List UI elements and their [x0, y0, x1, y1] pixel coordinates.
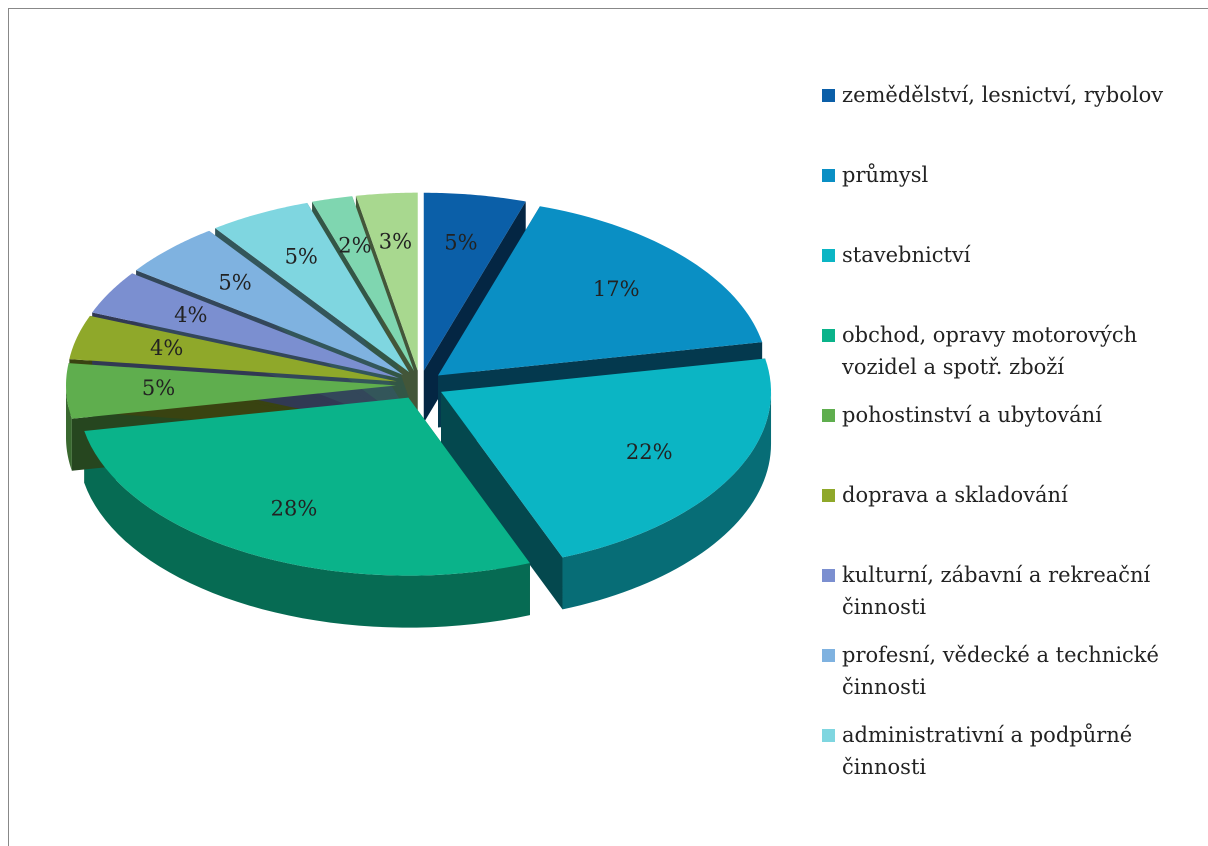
- slice-side: [84, 430, 530, 628]
- data-label: 5%: [142, 376, 175, 400]
- slice-face: [441, 391, 563, 610]
- legend-swatch: [822, 649, 835, 662]
- legend-item: obchod, opravy motorových vozidel a spot…: [822, 319, 1197, 383]
- legend-swatch: [822, 569, 835, 582]
- data-labels: 5% 17% 22% 28% 5% 4% 4% 5% 5% 2% 3%: [142, 230, 673, 521]
- legend-item: stavebnictví: [822, 239, 1197, 271]
- data-label: 3%: [379, 230, 412, 254]
- data-label: 4%: [174, 303, 207, 327]
- legend-swatch: [822, 329, 835, 342]
- legend-item: zemědělství, lesnictví, rybolov: [822, 79, 1197, 111]
- data-label: 5%: [218, 271, 251, 295]
- pie-slice: [441, 358, 771, 558]
- legend-item: pohostinství a ubytování: [822, 399, 1197, 431]
- pie-slice: [66, 363, 397, 419]
- legend-label: stavebnictví: [842, 243, 971, 267]
- data-label: 4%: [150, 336, 183, 360]
- legend-label: zemědělství, lesnictví, rybolov: [842, 83, 1164, 107]
- pie-slice: [438, 206, 763, 376]
- chart-frame: [8, 8, 1208, 846]
- legend-item: profesní, vědecké a technické činnosti: [822, 639, 1197, 703]
- legend-label: profesní, vědecké a technické činnosti: [842, 643, 1159, 699]
- legend-label: obchod, opravy motorových vozidel a spot…: [842, 323, 1138, 379]
- pie-slice: [312, 196, 415, 372]
- chart: 5% 17% 22% 28% 5% 4% 4% 5% 5% 2% 3%: [66, 192, 772, 628]
- slice-tops: [66, 192, 771, 576]
- legend-item: průmysl: [822, 159, 1197, 191]
- legend-swatch: [822, 249, 835, 262]
- data-label: 28%: [271, 496, 318, 520]
- pie-slice: [355, 192, 418, 371]
- legend-swatch: [822, 169, 835, 182]
- data-label: 5%: [444, 231, 477, 255]
- data-label: 2%: [338, 233, 371, 257]
- pie-slice: [215, 202, 410, 373]
- legend-item: kulturní, zábavní a rekreační činnosti: [822, 559, 1197, 623]
- legend-item: doprava a skladování: [822, 479, 1197, 511]
- pie-slice: [136, 230, 404, 375]
- legend-swatch: [822, 489, 835, 502]
- pie-slice: [69, 315, 397, 382]
- legend-label: administrativní a podpůrné činnosti: [842, 723, 1133, 779]
- pie-slice: [84, 397, 530, 576]
- legend-item: administrativní a podpůrné činnosti: [822, 719, 1197, 783]
- slice-side: [562, 391, 772, 610]
- legend-label: pohostinství a ubytování: [842, 403, 1102, 427]
- legend-label: kulturní, zábavní a rekreační činnosti: [842, 563, 1151, 619]
- data-label: 22%: [626, 440, 673, 464]
- legend-label: doprava a skladování: [842, 483, 1068, 507]
- pie-slice: [423, 192, 526, 371]
- legend-swatch: [822, 89, 835, 102]
- data-label: 5%: [285, 244, 318, 268]
- legend-swatch: [822, 409, 835, 422]
- legend-swatch: [822, 729, 835, 742]
- data-label: 17%: [593, 277, 640, 301]
- legend-label: průmysl: [842, 163, 929, 187]
- pie-slice: [92, 273, 399, 379]
- slice-side: [66, 385, 72, 471]
